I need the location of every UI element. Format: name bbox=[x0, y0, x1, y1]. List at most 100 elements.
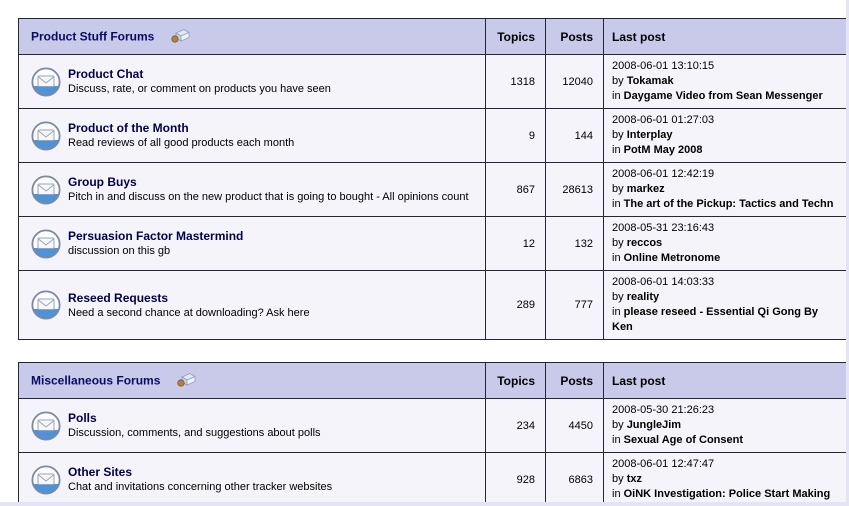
category-header-cell: Miscellaneous Forums bbox=[18, 362, 486, 399]
last-post-user-link[interactable]: txz bbox=[626, 473, 642, 485]
posts-count: 132 bbox=[545, 216, 604, 271]
last-post-date: 2008-06-01 12:47:47 bbox=[612, 458, 715, 470]
forum-name-cell: Product Chat Discuss, rate, or comment o… bbox=[18, 54, 486, 109]
last-post-topic-link[interactable]: OiNK Investigation: Police Start Making bbox=[623, 488, 831, 500]
topics-column-header: Topics bbox=[485, 362, 546, 399]
forum-row: Other Sites Chat and invitations concern… bbox=[18, 452, 846, 502]
forum-link[interactable]: Persuasion Factor Mastermind bbox=[68, 229, 244, 243]
in-label: in bbox=[612, 144, 621, 156]
last-post-date: 2008-05-30 21:26:23 bbox=[612, 404, 715, 416]
topics-count: 234 bbox=[485, 398, 546, 453]
forum-link[interactable]: Product of the Month bbox=[68, 121, 189, 135]
envelope-circle-icon bbox=[31, 464, 61, 495]
forum-link[interactable]: Other Sites bbox=[68, 465, 133, 479]
last-post-cell: 2008-06-01 13:10:15 by Tokamak in Daygam… bbox=[603, 54, 846, 109]
topics-count: 12 bbox=[485, 216, 546, 271]
last-post-date: 2008-06-01 14:03:33 bbox=[612, 276, 715, 288]
envelope-circle-icon bbox=[31, 120, 61, 151]
open-box-icon bbox=[176, 371, 196, 390]
by-label: by bbox=[612, 419, 624, 431]
forum-description: discussion on this gb bbox=[68, 245, 171, 257]
last-post-user-link[interactable]: reccos bbox=[626, 237, 663, 249]
forum-category-table: Miscellaneous Forums Topics Posts Last p… bbox=[18, 362, 846, 502]
last-post-cell: 2008-05-31 23:16:43 by reccos in Online … bbox=[603, 216, 846, 271]
by-label: by bbox=[612, 75, 624, 87]
last-post-cell: 2008-06-01 01:27:03 by Interplay in PotM… bbox=[603, 108, 846, 163]
topics-count: 867 bbox=[485, 162, 546, 217]
in-label: in bbox=[612, 434, 621, 446]
topics-count: 289 bbox=[485, 270, 546, 340]
in-label: in bbox=[612, 90, 621, 102]
posts-column-header: Posts bbox=[545, 18, 604, 55]
by-label: by bbox=[612, 291, 624, 303]
posts-count: 28613 bbox=[545, 162, 604, 217]
forum-name-cell: Product of the Month Read reviews of all… bbox=[18, 108, 486, 163]
by-label: by bbox=[612, 129, 624, 141]
forum-link[interactable]: Polls bbox=[68, 411, 97, 425]
by-label: by bbox=[612, 237, 624, 249]
forum-row: Product of the Month Read reviews of all… bbox=[18, 108, 846, 163]
last-post-cell: 2008-06-01 14:03:33 by reality in please… bbox=[603, 270, 846, 340]
forum-link[interactable]: Group Buys bbox=[68, 175, 137, 189]
open-box-icon bbox=[170, 27, 190, 46]
topics-count: 9 bbox=[485, 108, 546, 163]
posts-count: 4450 bbox=[545, 398, 604, 453]
forum-description: Read reviews of all good products each m… bbox=[68, 137, 295, 149]
by-label: by bbox=[612, 183, 624, 195]
envelope-circle-icon bbox=[31, 290, 61, 320]
last-post-user-link[interactable]: Interplay bbox=[626, 129, 673, 141]
last-post-column-header: Last post bbox=[603, 362, 846, 399]
last-post-date: 2008-06-01 12:42:19 bbox=[612, 168, 715, 180]
forum-name-cell: Persuasion Factor Mastermind discussion … bbox=[18, 216, 486, 271]
in-label: in bbox=[612, 488, 621, 500]
posts-count: 144 bbox=[545, 108, 604, 163]
topics-count: 928 bbox=[485, 452, 546, 502]
forum-row: Group Buys Pitch in and discuss on the n… bbox=[18, 162, 846, 217]
in-label: in bbox=[612, 252, 621, 264]
last-post-user-link[interactable]: markez bbox=[626, 183, 665, 195]
envelope-circle-icon bbox=[31, 410, 61, 441]
in-label: in bbox=[612, 306, 621, 318]
last-post-date: 2008-06-01 01:27:03 bbox=[612, 114, 715, 126]
forum-name-cell: Other Sites Chat and invitations concern… bbox=[18, 452, 486, 502]
forum-row: Reseed Requests Need a second chance at … bbox=[18, 270, 846, 340]
last-post-topic-link[interactable]: The art of the Pickup: Tactics and Techn bbox=[623, 198, 834, 210]
last-post-cell: 2008-06-01 12:42:19 by markez in The art… bbox=[603, 162, 846, 217]
category-title-link[interactable]: Product Stuff Forums bbox=[31, 29, 155, 44]
last-post-column-header: Last post bbox=[603, 18, 846, 55]
last-post-cell: 2008-05-30 21:26:23 by JungleJim in Sexu… bbox=[603, 398, 846, 453]
last-post-topic-link[interactable]: Sexual Age of Consent bbox=[623, 434, 744, 446]
category-header-row: Product Stuff Forums Topics Posts Last p… bbox=[18, 18, 846, 55]
last-post-topic-link[interactable]: PotM May 2008 bbox=[623, 144, 703, 156]
forum-row: Product Chat Discuss, rate, or comment o… bbox=[18, 54, 846, 109]
posts-count: 777 bbox=[545, 270, 604, 340]
by-label: by bbox=[612, 473, 624, 485]
forum-name-cell: Group Buys Pitch in and discuss on the n… bbox=[18, 162, 486, 217]
forum-description: Discussion, comments, and suggestions ab… bbox=[68, 427, 321, 439]
last-post-user-link[interactable]: reality bbox=[626, 291, 660, 303]
forum-name-cell: Polls Discussion, comments, and suggesti… bbox=[18, 398, 486, 453]
forum-row: Persuasion Factor Mastermind discussion … bbox=[18, 216, 846, 271]
topics-column-header: Topics bbox=[485, 18, 546, 55]
forum-description: Pitch in and discuss on the new product … bbox=[68, 191, 469, 203]
posts-column-header: Posts bbox=[545, 362, 604, 399]
forum-name-cell: Reseed Requests Need a second chance at … bbox=[18, 270, 486, 340]
last-post-date: 2008-05-31 23:16:43 bbox=[612, 222, 715, 234]
last-post-topic-link[interactable]: please reseed - Essential Qi Gong By Ken bbox=[612, 306, 819, 333]
last-post-cell: 2008-06-01 12:47:47 by txz in OiNK Inves… bbox=[603, 452, 846, 502]
forum-category-table: Product Stuff Forums Topics Posts Last p… bbox=[18, 18, 846, 340]
category-header-cell: Product Stuff Forums bbox=[18, 18, 486, 55]
forum-link[interactable]: Product Chat bbox=[68, 67, 144, 81]
posts-count: 6863 bbox=[545, 452, 604, 502]
last-post-user-link[interactable]: JungleJim bbox=[626, 419, 682, 431]
last-post-user-link[interactable]: Tokamak bbox=[626, 75, 674, 87]
category-title-link[interactable]: Miscellaneous Forums bbox=[31, 373, 161, 388]
forum-row: Polls Discussion, comments, and suggesti… bbox=[18, 398, 846, 453]
forum-description: Discuss, rate, or comment on products yo… bbox=[68, 83, 331, 95]
forum-link[interactable]: Reseed Requests bbox=[68, 290, 169, 305]
last-post-topic-link[interactable]: Daygame Video from Sean Messenger bbox=[623, 90, 823, 102]
last-post-topic-link[interactable]: Online Metronome bbox=[623, 252, 721, 264]
category-header-row: Miscellaneous Forums Topics Posts Last p… bbox=[18, 362, 846, 399]
